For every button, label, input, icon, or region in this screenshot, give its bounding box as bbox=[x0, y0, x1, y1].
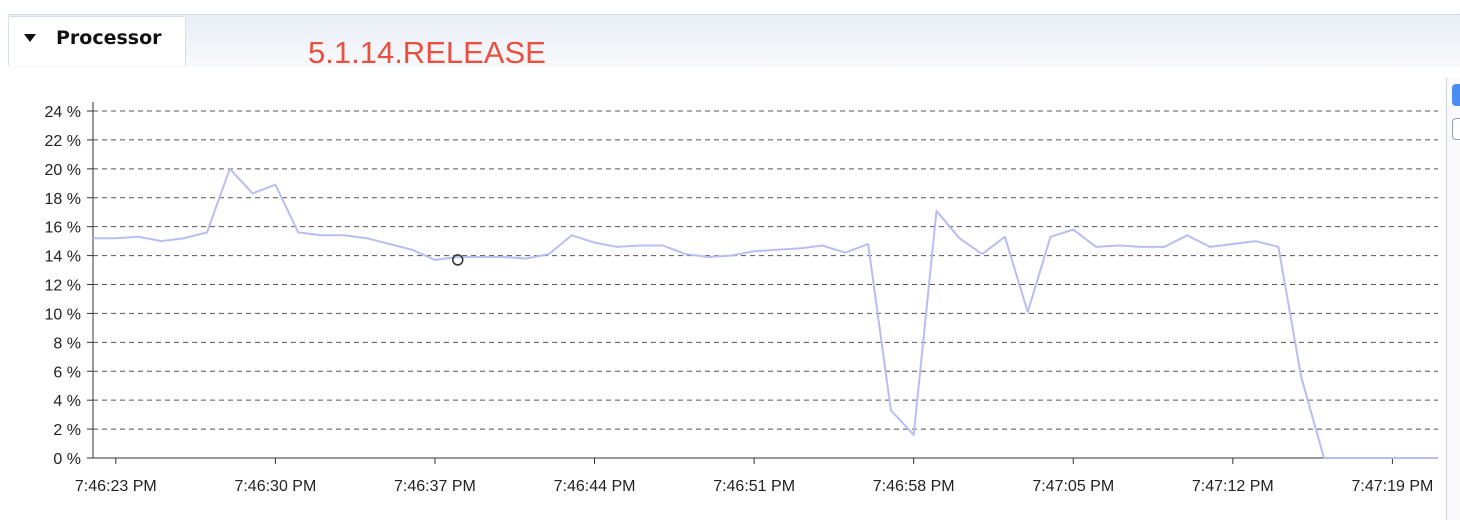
y-tick-label: 20 % bbox=[45, 162, 81, 179]
series-toggle-checked[interactable] bbox=[1452, 84, 1460, 106]
processor-section-tab[interactable]: Processor bbox=[8, 16, 186, 66]
x-tick-label: 7:46:58 PM bbox=[873, 478, 955, 495]
section-title: Processor bbox=[56, 27, 162, 49]
x-tick-label: 7:46:44 PM bbox=[554, 478, 636, 495]
y-tick-label: 18 % bbox=[45, 191, 81, 208]
axes bbox=[92, 102, 1438, 459]
y-tick-label: 10 % bbox=[45, 306, 81, 323]
y-tick-label: 14 % bbox=[45, 249, 81, 266]
y-tick-label: 22 % bbox=[45, 133, 81, 150]
x-tick-label: 7:46:23 PM bbox=[75, 478, 157, 495]
y-tick-label: 8 % bbox=[53, 335, 81, 352]
y-tick-label: 4 % bbox=[53, 393, 81, 410]
x-tick-label: 7:46:37 PM bbox=[394, 478, 476, 495]
y-axis-ticks: 0 % 2 % 4 % 6 % 8 % 10 % 12 % 14 % 16 % 18 % 20 % 2… bbox=[45, 104, 93, 468]
version-label: 5.1.14.RELEASE bbox=[308, 35, 546, 70]
y-tick-label: 6 % bbox=[53, 364, 81, 381]
header-bar bbox=[8, 14, 1460, 67]
right-scroll-panel[interactable] bbox=[1446, 78, 1460, 520]
grid-lines bbox=[93, 110, 1438, 430]
y-tick-label: 16 % bbox=[45, 220, 81, 237]
x-tick-label: 7:47:05 PM bbox=[1032, 478, 1114, 495]
hover-point-marker bbox=[451, 254, 464, 266]
x-axis-ticks: 7:46:23 PM 7:46:30 PM 7:46:37 PM 7:46:44 PM… bbox=[75, 458, 1433, 495]
series-layer bbox=[93, 167, 1438, 459]
series-line bbox=[93, 167, 1438, 459]
x-tick-label: 7:46:51 PM bbox=[713, 478, 795, 495]
x-tick-label: 7:46:30 PM bbox=[234, 478, 316, 495]
series-toggle-unchecked[interactable] bbox=[1452, 118, 1460, 140]
y-tick-label: 2 % bbox=[53, 422, 81, 439]
y-tick-label: 12 % bbox=[45, 278, 81, 295]
x-tick-label: 7:47:19 PM bbox=[1351, 478, 1433, 495]
data-points bbox=[451, 254, 464, 266]
collapse-triangle-icon[interactable] bbox=[24, 34, 36, 42]
y-tick-label: 0 % bbox=[53, 451, 81, 468]
x-tick-label: 7:47:12 PM bbox=[1192, 478, 1274, 495]
y-tick-label: 24 % bbox=[45, 104, 81, 121]
